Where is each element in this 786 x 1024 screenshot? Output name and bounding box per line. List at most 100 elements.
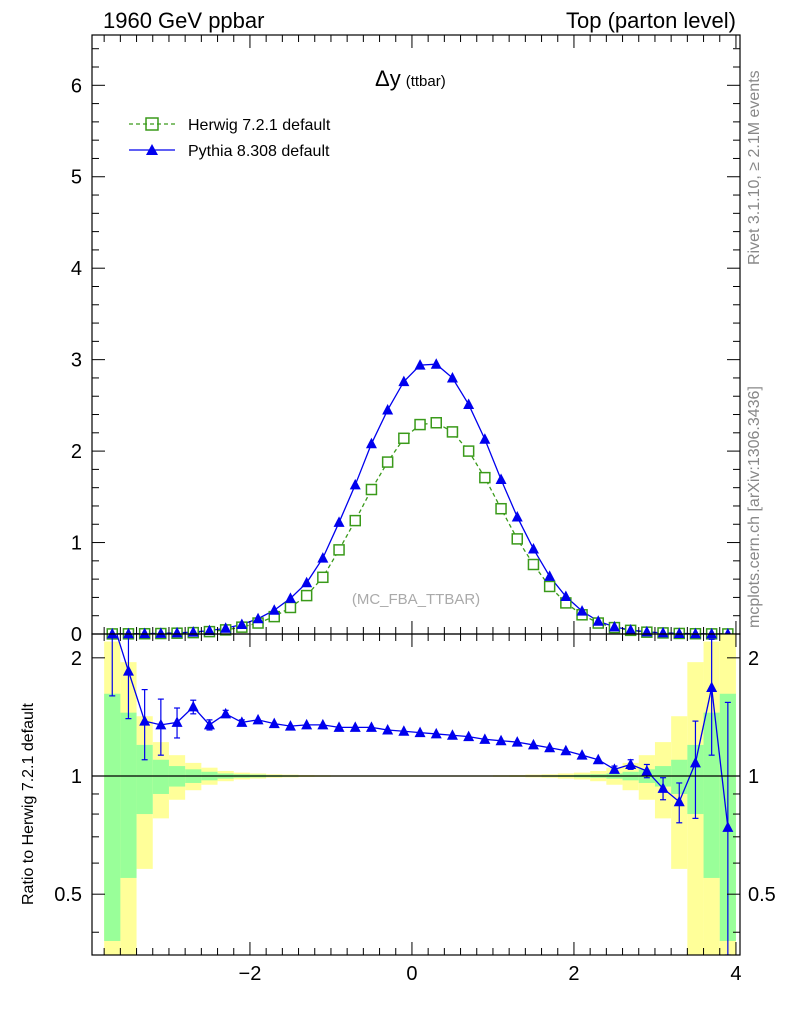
ratio-point-pythia (220, 707, 232, 719)
ratio-point-pythia (560, 744, 572, 756)
legend-marker-herwig (145, 117, 159, 131)
ratio-point-pythia (333, 721, 345, 732)
ratio-y-tick-label-right: 2 (748, 648, 759, 670)
x-tick-label: −2 (239, 963, 262, 985)
analysis-watermark: (MC_FBA_TTBAR) (352, 591, 480, 608)
legend-item-pythia: Pythia 8.308 default (129, 143, 330, 160)
ratio-point-pythia (414, 726, 426, 738)
point-pythia (463, 398, 475, 409)
ratio-point-pythia (706, 681, 718, 693)
ratio-line-pythia (116, 634, 729, 828)
ratio-point-pythia (657, 782, 669, 793)
point-pythia (349, 478, 361, 490)
ratio-point-pythia (592, 753, 604, 765)
point-herwig (381, 456, 394, 468)
legend: Herwig 7.2.1 default Pythia 8.308 defaul… (129, 117, 331, 160)
point-herwig (414, 418, 426, 431)
ratio-y-tick-label: 2 (71, 648, 82, 670)
ratio-plot-panel: −2 0 2 4 0.5 0.5 1 1 2 2 (54, 633, 776, 985)
ratio-point-pythia (673, 795, 685, 807)
ratio-y-tick-label: 0.5 (54, 884, 82, 906)
point-pythia (122, 627, 134, 639)
ratio-frame (91, 633, 741, 956)
ratio-point-pythia (268, 717, 280, 729)
point-herwig (317, 571, 329, 584)
y-tick-label: 0 (71, 624, 82, 646)
ratio-point-pythia (252, 713, 264, 725)
legend-label-herwig: Herwig 7.2.1 default (188, 117, 331, 134)
ratio-band-green (104, 693, 121, 941)
ratio-point-pythia (301, 718, 313, 730)
point-herwig (527, 558, 540, 571)
y-tick-label: 5 (71, 167, 82, 189)
legend-marker-pythia (146, 144, 158, 155)
point-pythia (446, 371, 458, 383)
ratio-point-pythia (722, 821, 734, 832)
point-pythia (317, 552, 329, 563)
ratio-point-pythia (495, 734, 507, 746)
x-tick-label: 4 (730, 963, 741, 985)
point-pythia (608, 620, 620, 632)
point-herwig (333, 544, 345, 556)
ratio-point-pythia (576, 749, 588, 760)
point-pythia (203, 624, 215, 636)
point-pythia (301, 576, 313, 588)
ratio-point-pythia (446, 729, 458, 740)
point-pythia (544, 570, 556, 581)
ratio-point-pythia (463, 730, 475, 742)
legend-label-pythia: Pythia 8.308 default (188, 143, 330, 160)
point-herwig (365, 483, 378, 496)
ratio-point-pythia (187, 700, 199, 712)
point-pythia (657, 626, 669, 638)
point-pythia (592, 615, 604, 626)
legend-item-herwig: Herwig 7.2.1 default (129, 117, 331, 134)
point-pythia (171, 626, 183, 638)
point-pythia (220, 622, 232, 633)
point-herwig (430, 416, 442, 429)
ratio-point-pythia (398, 725, 410, 736)
ratio-point-pythia (689, 756, 701, 768)
y-tick-label: 1 (71, 533, 82, 555)
x-tick-label: 0 (406, 963, 417, 985)
point-pythia (398, 375, 410, 387)
ratio-point-pythia (625, 758, 637, 769)
point-pythia (382, 403, 394, 415)
ratio-point-pythia (608, 763, 620, 774)
point-pythia (527, 542, 539, 554)
plot-title: Δy (ttbar) (375, 66, 446, 91)
ratio-point-pythia (317, 718, 329, 730)
plot-header-left: 1960 GeV ppbar (103, 8, 265, 33)
plot-title-sub: (ttbar) (406, 73, 446, 90)
ratio-y-tick-label-right: 0.5 (748, 884, 776, 906)
point-pythia (479, 433, 491, 444)
point-pythia (430, 358, 442, 369)
ratio-band-green (703, 712, 720, 878)
point-pythia (511, 510, 523, 522)
point-herwig (543, 580, 556, 593)
point-pythia (268, 604, 280, 615)
y-tick-label: 6 (71, 75, 82, 97)
ratio-point-pythia (122, 665, 134, 676)
point-herwig (300, 589, 313, 602)
point-herwig (462, 445, 475, 457)
point-pythia (155, 627, 167, 638)
point-pythia (495, 473, 507, 484)
ratio-point-pythia (349, 721, 361, 732)
point-herwig (511, 533, 523, 545)
point-pythia (284, 592, 296, 603)
point-herwig (398, 432, 410, 445)
point-pythia (414, 359, 426, 370)
point-pythia (706, 627, 718, 639)
point-pythia (560, 590, 572, 602)
point-pythia (673, 627, 685, 638)
point-herwig (479, 471, 491, 484)
x-tick-label: 2 (568, 963, 579, 985)
y-tick-label: 2 (71, 441, 82, 463)
ratio-point-pythia (430, 727, 442, 739)
ratio-point-pythia (203, 718, 215, 730)
y-tick-label: 3 (71, 350, 82, 372)
ratio-point-pythia (171, 716, 183, 727)
ratio-point-pythia (284, 720, 296, 731)
ratio-point-pythia (365, 721, 377, 732)
